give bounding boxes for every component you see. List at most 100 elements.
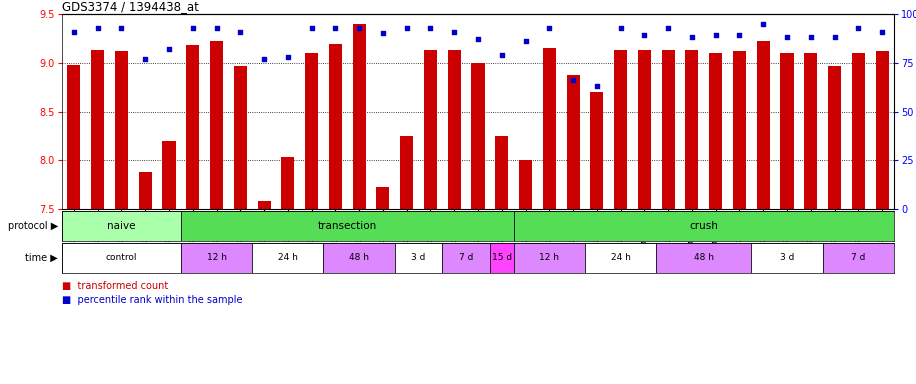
Bar [780,53,793,209]
Point [138,56,153,62]
Bar [252,243,323,273]
Bar [757,41,769,209]
Bar [353,24,365,209]
Text: crush: crush [690,221,718,231]
Bar [496,136,508,209]
Bar [62,211,180,241]
Text: protocol ▶: protocol ▶ [7,221,58,231]
Text: 24 h: 24 h [611,253,630,263]
Point [780,34,794,40]
Bar [323,243,395,273]
Bar [661,50,675,209]
Text: 7 d: 7 d [459,253,474,263]
Bar [400,136,413,209]
Point [399,25,414,31]
Bar [733,51,746,209]
Point [447,28,462,35]
Bar [638,50,651,209]
Bar [823,243,894,273]
Bar [138,172,152,209]
Point [161,46,176,52]
Point [803,34,818,40]
Bar [186,45,200,209]
Point [67,28,82,35]
Text: 48 h: 48 h [693,253,714,263]
Point [851,25,866,31]
Point [233,28,247,35]
Point [590,83,605,89]
Bar [514,211,894,241]
Text: 3 d: 3 d [780,253,794,263]
Bar [114,51,128,209]
Bar [656,243,751,273]
Bar [91,50,104,209]
Point [256,56,271,62]
Point [495,52,509,58]
Bar [543,48,556,209]
Point [376,30,390,36]
Point [827,34,842,40]
Bar [828,66,841,209]
Text: naive: naive [107,221,136,231]
Bar [685,50,699,209]
Text: ■  percentile rank within the sample: ■ percentile rank within the sample [62,295,243,305]
Point [756,21,770,27]
Bar [329,44,342,209]
Bar [852,53,865,209]
Bar [305,53,318,209]
Bar [234,66,246,209]
Point [423,25,438,31]
Point [328,25,343,31]
Bar [210,41,224,209]
Text: 12 h: 12 h [206,253,226,263]
Bar [448,50,461,209]
Bar [472,63,485,209]
Bar [68,65,81,209]
Bar [514,243,585,273]
Point [352,25,366,31]
Bar [281,157,294,209]
Bar [519,160,532,209]
Bar [395,243,442,273]
Point [732,32,747,38]
Text: GDS3374 / 1394438_at: GDS3374 / 1394438_at [62,0,199,13]
Point [91,25,105,31]
Bar [162,141,176,209]
Bar [876,51,889,209]
Bar [180,243,252,273]
Bar [424,50,437,209]
Bar [590,92,604,209]
Point [209,25,224,31]
Point [518,38,533,45]
Bar [376,187,389,209]
Point [637,32,651,38]
Point [660,25,675,31]
Point [875,28,889,35]
Point [708,32,723,38]
Text: 12 h: 12 h [540,253,560,263]
Point [614,25,628,31]
Bar [709,53,722,209]
Text: 24 h: 24 h [278,253,298,263]
Bar [257,201,270,209]
Point [471,36,485,42]
Text: 3 d: 3 d [411,253,426,263]
Text: 15 d: 15 d [492,253,512,263]
Point [304,25,319,31]
Point [185,25,200,31]
Point [280,54,295,60]
Bar [442,243,490,273]
Bar [567,75,580,209]
Text: control: control [105,253,137,263]
Text: 7 d: 7 d [851,253,866,263]
Point [566,77,581,83]
Text: time ▶: time ▶ [26,253,58,263]
Text: transection: transection [318,221,376,231]
Bar [490,243,514,273]
Bar [585,243,656,273]
Bar [180,211,514,241]
Bar [62,243,180,273]
Point [114,25,129,31]
Point [684,34,699,40]
Bar [804,53,817,209]
